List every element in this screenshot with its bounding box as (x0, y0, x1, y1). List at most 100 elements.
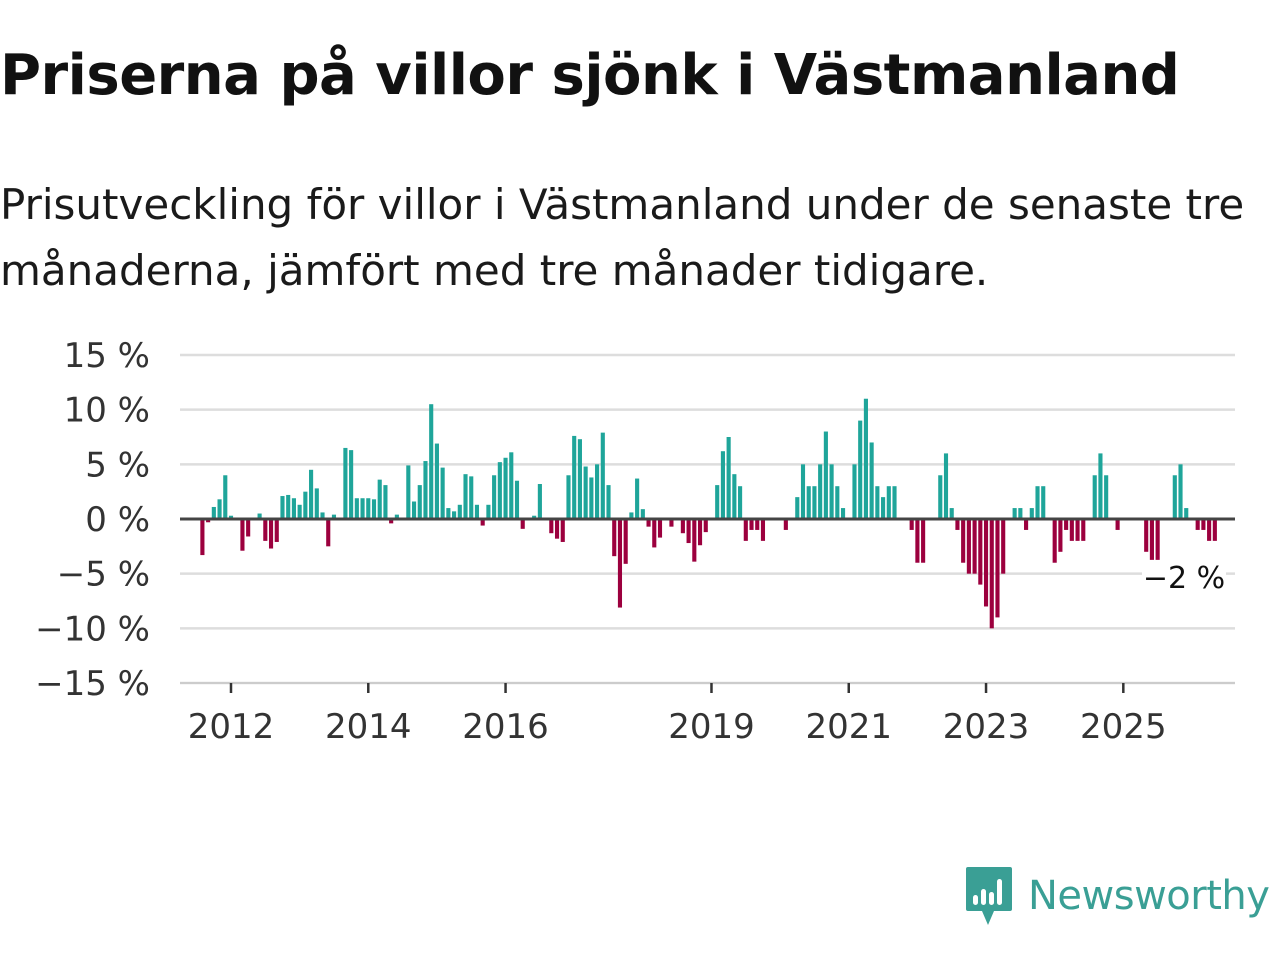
bar (326, 519, 331, 547)
bar (480, 519, 485, 526)
bar (257, 513, 262, 519)
bar (274, 519, 279, 542)
bar (1001, 519, 1006, 574)
bar (446, 508, 451, 519)
bar (743, 519, 748, 541)
bar (394, 514, 399, 519)
bar (720, 451, 725, 519)
bar (371, 499, 377, 519)
bar (629, 512, 634, 519)
bar (1144, 519, 1149, 552)
bar (600, 432, 605, 519)
bar (938, 475, 943, 519)
bar (1058, 519, 1063, 552)
bar (1041, 486, 1046, 519)
bar (989, 519, 994, 629)
bar (537, 484, 542, 519)
bar (1155, 519, 1160, 563)
bar (200, 519, 205, 556)
newsworthy-logo-icon (966, 867, 1012, 925)
bar (623, 519, 628, 564)
y-axis-labels: 15 % 10 % 5 % 0 % −5 % −10 % −15 % (35, 336, 150, 704)
x-tick-label: 2012 (188, 707, 275, 747)
bar (823, 431, 828, 519)
bar (852, 464, 857, 519)
bar (572, 435, 577, 519)
bar (829, 464, 834, 519)
bar (686, 519, 691, 544)
bar (703, 519, 708, 533)
bar (755, 519, 760, 530)
bar (697, 519, 703, 546)
bar (280, 496, 285, 519)
bar (1149, 519, 1154, 563)
bar (560, 519, 565, 542)
bar (983, 519, 989, 607)
bar (886, 486, 891, 519)
x-tick-label: 2016 (462, 707, 549, 747)
bar (520, 519, 525, 529)
y-tick-label: −15 % (35, 664, 150, 704)
bar (606, 485, 611, 519)
bar (858, 420, 863, 519)
last-value-annotation: −2 % (1142, 559, 1226, 596)
bar (286, 494, 291, 519)
bar (492, 475, 497, 519)
x-tick-label: 2021 (805, 707, 892, 747)
bar (1029, 508, 1034, 519)
annotation-background (1142, 559, 1226, 596)
bar (1052, 519, 1057, 563)
y-tick-label: 10 % (64, 391, 150, 431)
bar (268, 519, 274, 549)
chart-title: Priserna på villor sjönk i Västmanland (0, 43, 1180, 108)
bar (657, 519, 663, 538)
bar (417, 485, 422, 519)
bar (211, 506, 216, 519)
bar (1024, 519, 1029, 530)
y-tick-label: 5 % (85, 445, 150, 485)
bar (1081, 519, 1086, 541)
bar (881, 497, 886, 519)
bar (732, 474, 737, 519)
bar (291, 498, 296, 519)
bar (943, 453, 949, 519)
bar (554, 519, 560, 539)
bar (377, 479, 382, 519)
bar (532, 515, 537, 519)
bar (840, 508, 846, 519)
bar (366, 498, 371, 519)
bar (972, 519, 977, 574)
bar (1172, 475, 1177, 519)
bar (869, 442, 874, 519)
bar (389, 519, 394, 524)
bar (486, 504, 491, 519)
bar (961, 519, 966, 563)
bar (320, 512, 325, 519)
bar (646, 519, 651, 527)
bar (966, 519, 971, 574)
bar (1184, 508, 1189, 519)
bar (474, 504, 480, 519)
bar (514, 480, 520, 519)
bar (457, 504, 462, 519)
y-tick-label: 15 % (64, 336, 150, 376)
bar (680, 519, 685, 534)
bar (383, 485, 388, 519)
bar (595, 464, 600, 519)
bar (1207, 519, 1212, 541)
bar (1212, 519, 1217, 541)
bar (635, 478, 640, 519)
bar (434, 443, 439, 519)
bar (314, 488, 319, 519)
bar (240, 519, 245, 551)
bar (406, 465, 411, 519)
last-value-label: −2 % (1143, 561, 1225, 596)
bar (738, 486, 743, 519)
bar (566, 475, 571, 519)
bar (1069, 519, 1074, 541)
bar (915, 519, 920, 563)
bar (1018, 508, 1023, 519)
bar (429, 404, 434, 519)
newsworthy-logo: Newsworthy (964, 864, 1270, 928)
bar (206, 519, 211, 523)
